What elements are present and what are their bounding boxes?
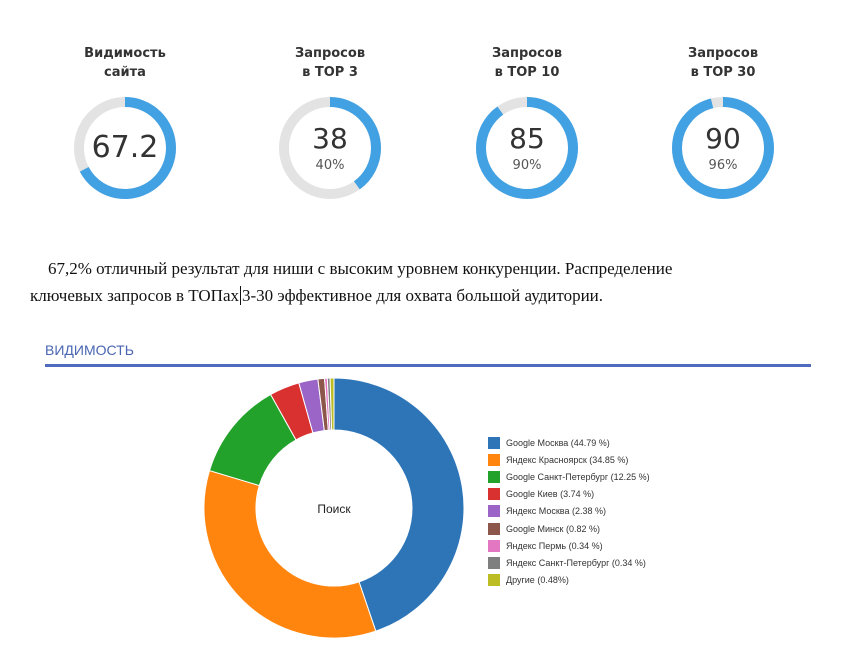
kpi-visibility: Видимость сайта 67.2 (55, 44, 195, 202)
top3-gauge: 38 40% (276, 94, 384, 202)
legend-label: Яндекс Москва (2.38 %) (506, 506, 607, 517)
top10-gauge: 85 90% (473, 94, 581, 202)
kpi-top3: Запросов в TOP 3 38 40% (260, 44, 400, 202)
kpi-top30: Запросов в TOP 30 90 96% (653, 44, 793, 202)
gauge-fill (74, 97, 176, 199)
donut-slice[interactable] (203, 469, 377, 639)
legend-item[interactable]: Google Киев (3.74 %) (488, 486, 650, 503)
gauge-percent: 40% (315, 158, 345, 173)
legend-item[interactable]: Google Москва (44.79 %) (488, 434, 650, 451)
legend-label: Яндекс Санкт-Петербург (0.34 %) (506, 557, 646, 568)
gauge-value: 67.2 (91, 130, 159, 165)
legend-swatch (488, 556, 500, 569)
legend-label: Google Минск (0.82 %) (506, 523, 600, 534)
legend-swatch (488, 470, 500, 483)
legend-item[interactable]: Другие (0.48%) (488, 572, 650, 589)
gauge-value: 85 (509, 122, 545, 155)
gauge-ring (74, 97, 176, 199)
kpi-title-line: Видимость (84, 46, 166, 61)
gauge-fill (279, 97, 381, 199)
kpi-title-line: в TOP 3 (302, 65, 358, 80)
note-line-2-part-1: ключевых запросов в ТОПах (30, 286, 240, 305)
legend-label: Другие (0.48%) (506, 575, 569, 586)
note-line-2-part-2: 3-30 эффективное для охвата большой ауди… (240, 286, 604, 305)
kpi-title-line: Запросов (294, 46, 366, 61)
kpi-row: Видимость сайта 67.2 Запросов в TOP 3 38… (0, 0, 844, 210)
legend-label: Google Киев (3.74 %) (506, 489, 595, 500)
section-divider (45, 364, 811, 367)
donut-slice[interactable] (329, 377, 335, 431)
legend-label: Яндекс Пермь (0.34 %) (506, 540, 603, 551)
legend-swatch (488, 505, 500, 518)
gauge-value: 38 (312, 122, 348, 155)
gauge-fill (476, 97, 578, 199)
legend-swatch (488, 522, 500, 535)
note-line-1: 67,2% отличный результат для ниши с высо… (48, 259, 673, 278)
kpi-title: Запросов в TOP 10 (457, 44, 597, 84)
legend-item[interactable]: Google Санкт-Петербург (12.25 %) (488, 468, 650, 485)
section-title: ВИДИМОСТЬ (45, 342, 134, 358)
summary-note: 67,2% отличный результат для ниши с высо… (30, 255, 820, 309)
legend-item[interactable]: Google Минск (0.82 %) (488, 520, 650, 537)
gauge-ring (279, 97, 381, 199)
legend-item[interactable]: Яндекс Санкт-Петербург (0.34 %) (488, 554, 650, 571)
legend-label: Яндекс Красноярск (34.85 %) (506, 454, 629, 465)
gauge-value: 90 (705, 122, 741, 155)
visibility-gauge: 67.2 (71, 94, 179, 202)
donut-slice[interactable] (333, 377, 465, 632)
kpi-title-line: в TOP 10 (494, 65, 560, 80)
legend-item[interactable]: Яндекс Москва (2.38 %) (488, 503, 650, 520)
donut-center-label: Поиск (317, 502, 351, 516)
kpi-title-line: в TOP 30 (690, 65, 756, 80)
legend-label: Google Москва (44.79 %) (506, 437, 610, 448)
legend-swatch (488, 574, 500, 587)
visibility-donut-chart: Поиск (203, 377, 465, 639)
kpi-title: Запросов в TOP 3 (260, 44, 400, 84)
gauge-percent: 96% (708, 158, 738, 173)
legend-swatch (488, 539, 500, 552)
legend-swatch (488, 488, 500, 501)
chart-legend: Google Москва (44.79 %) Яндекс Красноярск… (488, 434, 650, 589)
legend-swatch (488, 453, 500, 466)
kpi-top10: Запросов в TOP 10 85 90% (457, 44, 597, 202)
gauge-fill (672, 97, 774, 199)
note-line-2: ключевых запросов в ТОПах 3-30 эффективно… (30, 282, 820, 309)
legend-item[interactable]: Яндекс Красноярск (34.85 %) (488, 451, 650, 468)
legend-swatch (488, 436, 500, 449)
kpi-title-line: сайта (104, 65, 146, 80)
kpi-title: Видимость сайта (55, 44, 195, 84)
kpi-title-line: Запросов (491, 46, 563, 61)
kpi-title: Запросов в TOP 30 (653, 44, 793, 84)
gauge-ring (672, 97, 774, 199)
top30-gauge: 90 96% (669, 94, 777, 202)
legend-label: Google Санкт-Петербург (12.25 %) (506, 471, 650, 482)
kpi-title-line: Запросов (687, 46, 759, 61)
gauge-ring (476, 97, 578, 199)
legend-item[interactable]: Яндекс Пермь (0.34 %) (488, 537, 650, 554)
gauge-percent: 90% (512, 158, 542, 173)
